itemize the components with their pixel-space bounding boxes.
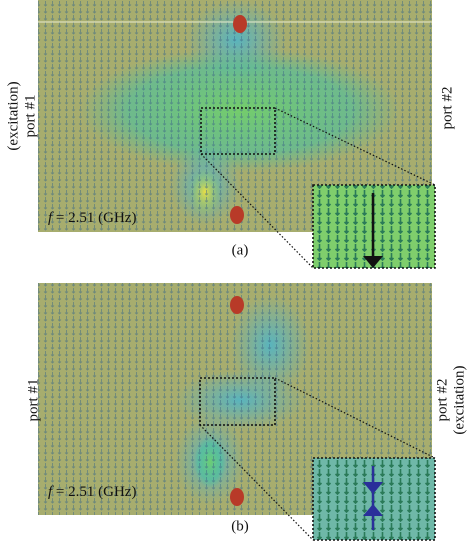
frequency-label: f = 2.51 (GHz)	[48, 210, 136, 226]
panel-b: port #1 port #2 (excitation) f = 2.51 (G…	[25, 283, 467, 540]
panel-a: (excitation) port #1 port #2 f = 2.51 (G…	[5, 0, 455, 268]
port-label: port #2	[439, 87, 455, 130]
frequency-symbol: f	[48, 210, 54, 226]
capacitor	[233, 15, 247, 33]
port-label: (excitation)	[5, 81, 21, 150]
frequency-value: = 2.51 (GHz)	[56, 210, 137, 226]
page: {"panels": [ {"label": "(a)", "frequency…	[0, 0, 472, 543]
port-label: port #1	[22, 95, 38, 138]
capacitor	[230, 488, 244, 506]
panel-label: (b)	[231, 518, 249, 534]
capacitor	[230, 206, 244, 224]
frequency-symbol: f	[48, 484, 54, 500]
port-label: (excitation)	[451, 365, 467, 434]
panel-label: (a)	[232, 242, 249, 258]
capacitor	[230, 296, 244, 314]
figure: (excitation) port #1 port #2 f = 2.51 (G…	[0, 0, 472, 543]
port-label: port #2	[434, 379, 450, 422]
frequency-value: = 2.51 (GHz)	[56, 484, 137, 500]
frequency-label: f = 2.51 (GHz)	[48, 484, 136, 500]
port-label: port #1	[25, 379, 41, 422]
